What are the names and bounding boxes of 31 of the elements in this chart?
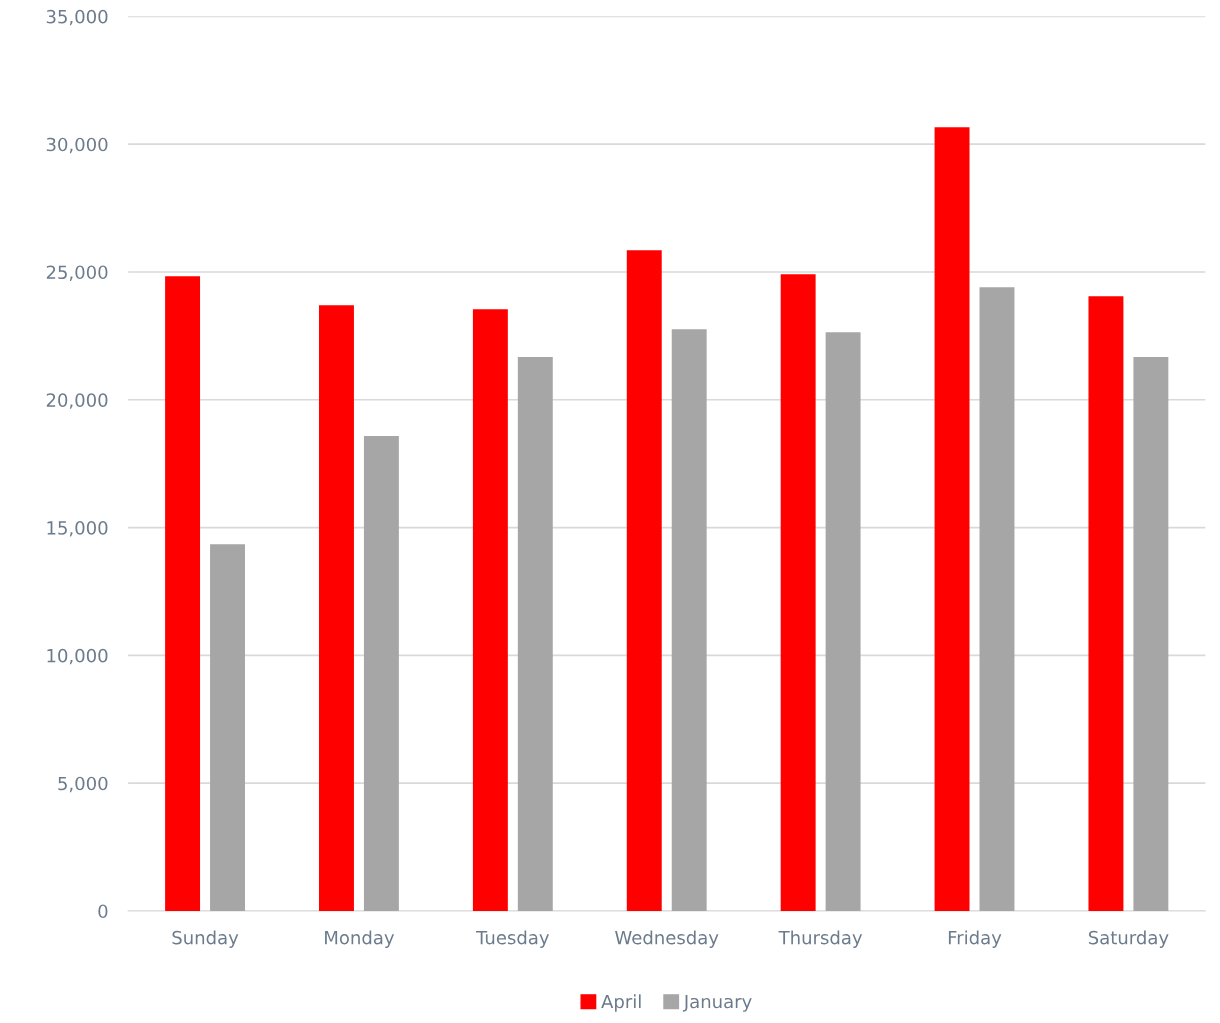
legend-label: April bbox=[601, 994, 641, 1012]
bar bbox=[210, 544, 245, 911]
bar bbox=[1088, 296, 1124, 911]
bar bbox=[626, 250, 662, 911]
bar bbox=[934, 127, 970, 911]
x-tick-label: Saturday bbox=[1088, 930, 1169, 948]
y-tick-label: 0 bbox=[98, 904, 108, 919]
bar bbox=[979, 287, 1015, 911]
bar bbox=[165, 276, 201, 911]
bar bbox=[825, 332, 861, 911]
y-tick-label: 10,000 bbox=[47, 648, 108, 665]
x-tick-label: Thursday bbox=[778, 930, 863, 948]
x-tick-label: Monday bbox=[325, 930, 395, 948]
y-tick-label: 5,000 bbox=[58, 776, 108, 793]
y-tick-label: 20,000 bbox=[46, 393, 108, 409]
x-tick-label: Wednesday bbox=[615, 930, 719, 948]
y-tick-label: 15,000 bbox=[47, 521, 108, 537]
bar bbox=[363, 436, 399, 911]
bar bbox=[517, 357, 553, 911]
x-tick-label: Friday bbox=[948, 930, 1002, 948]
y-tick-label: 30,000 bbox=[46, 137, 108, 154]
bar bbox=[671, 329, 707, 911]
bar bbox=[319, 305, 354, 911]
y-tick-label: 35,000 bbox=[46, 9, 108, 26]
legend-label: January bbox=[682, 994, 752, 1012]
bar bbox=[1133, 357, 1169, 911]
x-tick-label: Tuesday bbox=[476, 930, 550, 948]
x-tick-label: Sunday bbox=[172, 930, 239, 948]
y-tick-label: 25,000 bbox=[46, 265, 108, 281]
bar bbox=[472, 309, 508, 911]
bar bbox=[780, 274, 816, 911]
